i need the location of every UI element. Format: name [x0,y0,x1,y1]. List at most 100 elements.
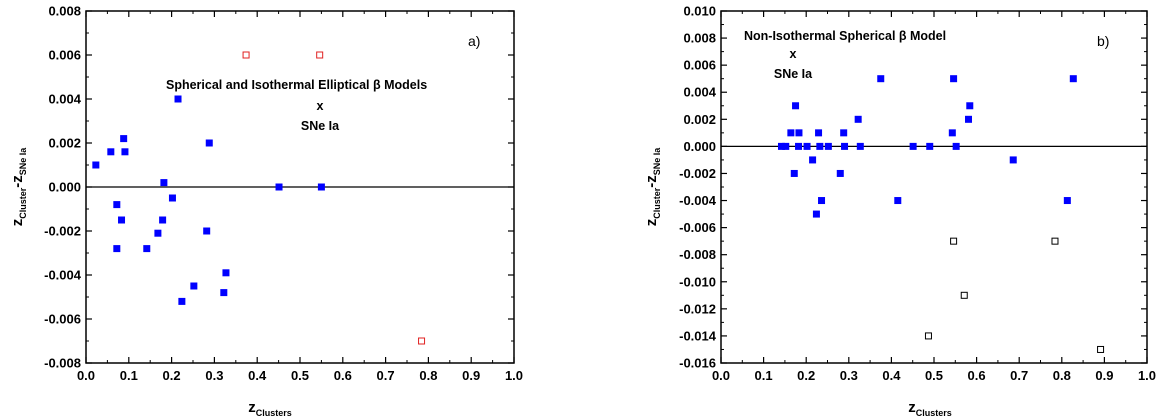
y-axis-title-main1: z [9,219,26,227]
data-point [154,229,162,237]
data-point-open [960,291,968,299]
y-axis-title-main2: -z [643,175,660,188]
data-point [120,135,128,143]
y-axis-title-sub2: SNe Ia [652,147,662,176]
x-axis-title-main: z [248,399,256,416]
x-axis-title-main: z [908,399,916,416]
data-point [795,129,803,137]
data-point [113,245,121,253]
y-tick-label: 0.010 [683,4,716,19]
y-tick-label: -0.004 [44,268,82,283]
y-tick-label: -0.016 [679,356,716,371]
x-tick-label: 0.4 [882,368,901,383]
data-point [856,142,864,150]
y-tick-label: 0.008 [683,31,716,46]
x-tick-label: 0.3 [840,368,858,383]
x-tick-label: 0.6 [334,368,352,383]
y-axis-title: zCluster-zSNe Ia [9,147,28,227]
y-tick-label: -0.008 [44,356,81,371]
x-tick-label: 0.2 [163,368,181,383]
x-tick-label: 0.5 [291,368,309,383]
data-point-open [242,51,250,59]
x-tick-label: 0.7 [1010,368,1028,383]
data-point [1063,197,1071,205]
data-point-open [418,337,426,345]
data-point [178,297,186,305]
data-point [854,115,862,123]
data-point [92,161,100,169]
y-tick-label: 0.000 [48,180,81,195]
x-tick-label: 0.9 [1095,368,1113,383]
data-point [841,142,849,150]
data-point [792,102,800,110]
x-tick-label: 0.1 [755,368,773,383]
data-point [107,148,115,156]
data-point [1009,156,1017,164]
y-axis-title-sub1: Cluster [18,187,28,219]
y-tick-label: -0.008 [679,247,716,262]
data-point [160,179,168,187]
data-point [275,183,283,191]
x-tick-label: 0.5 [925,368,943,383]
y-tick-label: 0.008 [48,4,81,19]
data-point [190,282,198,290]
y-tick-label: 0.002 [683,112,716,127]
annotation-text: Spherical and Isothermal Elliptical β Mo… [166,78,427,92]
plot-frame [720,10,1148,364]
data-point [205,139,213,147]
data-point [790,169,798,177]
data-point [824,142,832,150]
x-tick-label: 0.0 [77,368,95,383]
data-point-open [924,332,932,340]
data-point [118,216,126,224]
annotation-text: Non-Isothermal Spherical β Model [744,29,946,43]
panel-a: 0.0 0.1 0.2 0.3 0.4 0.5 0.6 0.7 0.8 0.9 1.0 -0.008 -… [9,4,523,419]
data-point [174,95,182,103]
data-point [965,115,973,123]
x-axis-title-sub: Clusters [916,408,952,418]
x-axis-title: zClusters [908,399,952,418]
x-tick-label: 1.0 [1138,368,1156,383]
data-point [220,289,228,297]
x-tick-label: 0.6 [968,368,986,383]
panel-label: b) [1097,33,1109,49]
data-point [1069,75,1077,83]
data-point [909,142,917,150]
y-tick-label: -0.010 [679,274,716,289]
x-tick-label: 0.8 [419,368,437,383]
data-point [168,194,176,202]
y-tick-label: -0.006 [679,220,716,235]
y-tick-label: -0.012 [679,301,716,316]
y-tick-label: -0.002 [679,166,716,181]
x-tick-label: 0.3 [205,368,223,383]
data-point [809,156,817,164]
data-point [812,210,820,218]
x-axis-title: zClusters [248,399,292,418]
data-point [222,269,230,277]
data-point [877,75,885,83]
panel-label: a) [468,33,480,49]
x-tick-label: 1.0 [505,368,523,383]
data-point [795,142,803,150]
x-tick-label: 0.0 [712,368,730,383]
x-tick-label: 0.8 [1053,368,1071,383]
data-point [952,142,960,150]
annotation-text: SNe Ia [774,67,813,81]
y-axis-title-main2: -z [9,175,26,188]
data-point-open [316,51,324,59]
data-point [950,75,958,83]
annotation-text: SNe Ia [301,119,340,133]
y-tick-label: 0.006 [683,58,716,73]
x-tick-label: 0.2 [797,368,815,383]
data-point [113,201,121,209]
data-point [787,129,795,137]
data-point [948,129,956,137]
data-point [143,245,151,253]
y-axis-title: zCluster-zSNe Ia [643,147,662,227]
y-tick-label: 0.002 [48,136,81,151]
data-point [894,197,902,205]
data-point [777,142,785,150]
y-tick-label: -0.002 [44,224,81,239]
data-point [926,142,934,150]
